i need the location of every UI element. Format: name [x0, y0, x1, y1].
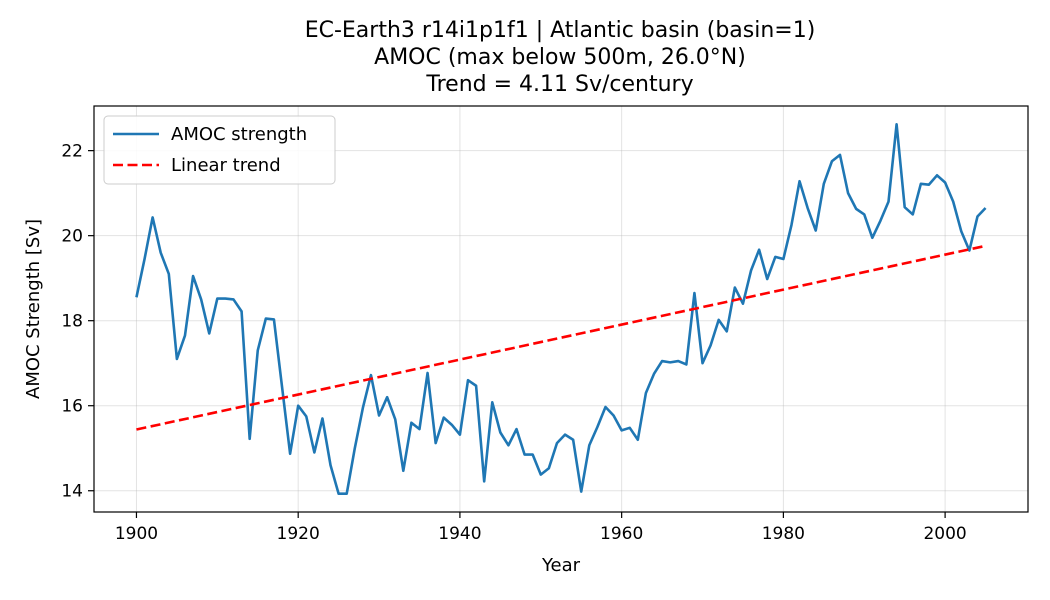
title-line-2: AMOC (max below 500m, 26.0°N) [374, 45, 746, 70]
x-axis-ticks: 1900 1920 1940 1960 1980 2000 [115, 512, 967, 544]
y-tick-label: 14 [61, 482, 83, 502]
y-axis-label: AMOC Strength [Sv] [23, 219, 44, 399]
x-tick-label: 1900 [115, 524, 158, 544]
title-line-3: Trend = 4.11 Sv/century [425, 72, 693, 97]
x-tick-label: 1960 [600, 524, 643, 544]
legend-box [103, 115, 336, 185]
x-tick-label: 1940 [438, 524, 481, 544]
series-line-1 [135, 122, 987, 496]
x-tick-label: 2000 [923, 524, 966, 544]
series-line-2 [136, 244, 986, 431]
x-axis-label: Year [541, 555, 581, 576]
y-tick-label: 16 [61, 397, 83, 417]
legend: AMOC strength Linear trend [103, 115, 336, 185]
series-lines [135, 122, 987, 496]
title-line-1: EC-Earth3 r14i1p1f1 | Atlantic basin (ba… [305, 18, 816, 43]
x-tick-label: 1980 [762, 524, 805, 544]
x-tick-label: 1920 [277, 524, 320, 544]
y-axis-ticks: 14 16 18 20 22 [61, 142, 94, 502]
y-tick-label: 20 [61, 227, 83, 247]
plot-frame [93, 105, 1029, 513]
legend-label-2: Linear trend [171, 155, 281, 176]
y-tick-label: 18 [61, 312, 83, 332]
y-tick-label: 22 [61, 142, 83, 162]
legend-label-1: AMOC strength [171, 124, 307, 145]
chart-title: EC-Earth3 r14i1p1f1 | Atlantic basin (ba… [305, 18, 816, 97]
